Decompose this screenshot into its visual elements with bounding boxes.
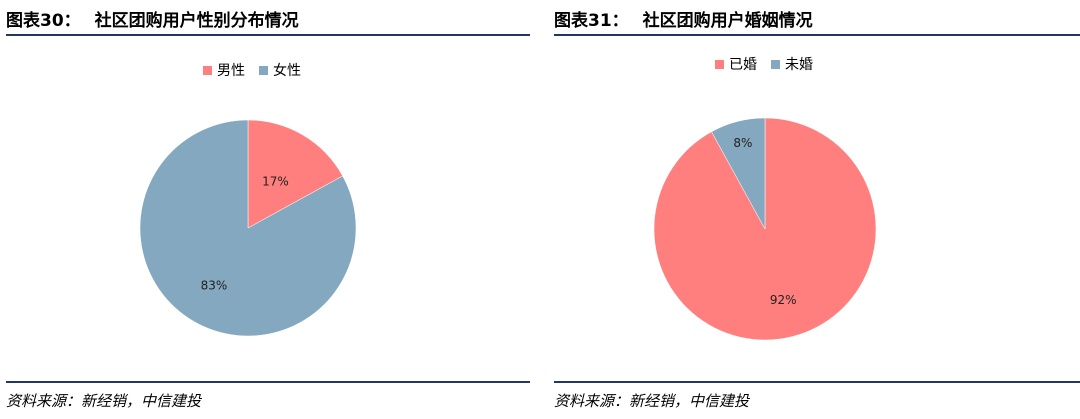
legend-label: 女性: [273, 63, 301, 79]
chart-panel-marriage: 图表31： 社区团购用户婚姻情况 已婚 未婚 92% 8% 资料来源：新经销，中信建…: [548, 0, 1080, 419]
chart-panel-gender: 图表30： 社区团购用户性别分布情况 男性 女性 17% 83% 资料来源：新经销，…: [0, 0, 530, 419]
chart-title: 图表31： 社区团购用户婚姻情况: [554, 6, 813, 31]
legend-label: 男性: [217, 63, 245, 79]
chart-title-text: 社区团购用户婚姻情况: [642, 11, 813, 31]
legend: 已婚 未婚: [715, 54, 813, 74]
pie-data-label: 83%: [201, 279, 228, 293]
chart-title-text: 社区团购用户性别分布情况: [94, 11, 299, 31]
pie-slice-1: [247, 120, 343, 229]
pie-data-label: 92%: [770, 293, 797, 307]
source-rule: [6, 381, 530, 383]
title-rule: [554, 34, 1080, 36]
legend-swatch: [771, 59, 780, 69]
chart-title-number: 图表30：: [6, 11, 81, 31]
pie-chart-gender: 17% 83%: [140, 120, 356, 336]
legend-swatch: [715, 59, 724, 69]
legend-label: 已婚: [729, 57, 757, 73]
chart-title-number: 图表31：: [554, 11, 629, 31]
legend-item-unmarried: 未婚: [771, 54, 813, 74]
pie-slice-2: [711, 118, 766, 230]
source-note: 资料来源：新经销，中信建投: [6, 392, 202, 410]
legend-item-male: 男性: [203, 60, 245, 80]
legend-item-female: 女性: [259, 60, 301, 80]
pie-slice-2: [140, 120, 356, 336]
title-rule: [6, 34, 530, 36]
legend-item-married: 已婚: [715, 54, 757, 74]
legend-label: 未婚: [785, 57, 813, 73]
pie-chart-marriage: 92% 8%: [654, 118, 876, 340]
pie-data-label: 17%: [262, 175, 289, 189]
source-note: 资料来源：新经销，中信建投: [554, 392, 750, 410]
legend: 男性 女性: [203, 60, 301, 80]
legend-swatch: [203, 65, 212, 75]
source-rule: [554, 381, 1080, 383]
chart-title: 图表30： 社区团购用户性别分布情况: [6, 6, 299, 31]
legend-swatch: [259, 65, 268, 75]
pie-data-label: 8%: [733, 136, 752, 150]
